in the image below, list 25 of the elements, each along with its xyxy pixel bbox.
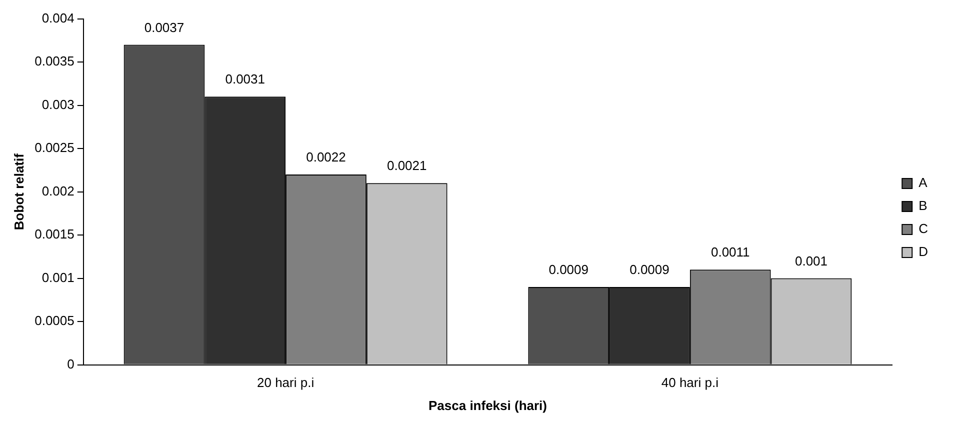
y-tick-label: 0.004 <box>42 10 74 26</box>
y-tick-label: 0.003 <box>42 96 74 112</box>
y-tick-label: 0.0005 <box>34 313 74 328</box>
y-tick-label: 0 <box>67 356 74 372</box>
x-tick-label: 20 hari p.i <box>257 375 314 390</box>
y-tick-label: 0.0015 <box>34 226 74 242</box>
data-label: 0.0022 <box>306 150 346 165</box>
data-label: 0.001 <box>794 253 828 268</box>
y-tick-label: 0.002 <box>42 183 74 198</box>
data-label: 0.0009 <box>548 262 588 278</box>
legend-label: D <box>918 244 928 260</box>
data-label: 0.0031 <box>225 72 265 87</box>
data-label: 0.0009 <box>630 262 670 278</box>
x-tick-label: 40 hari p.i <box>661 375 719 390</box>
legend-label: A <box>918 175 928 190</box>
data-label: 0.0021 <box>386 158 427 174</box>
y-axis-title: Bobot relatif <box>11 152 26 230</box>
y-tick-label: 0.0035 <box>34 54 74 69</box>
x-axis-title: Pasca infeksi (hari) <box>428 398 547 413</box>
legend-label: B <box>918 198 928 214</box>
y-tick-label: 0.0025 <box>34 140 74 156</box>
legend-label: C <box>918 221 928 236</box>
y-tick-label: 0.001 <box>42 270 74 285</box>
data-label: 0.0037 <box>144 20 184 35</box>
data-label: 0.0011 <box>710 244 750 260</box>
